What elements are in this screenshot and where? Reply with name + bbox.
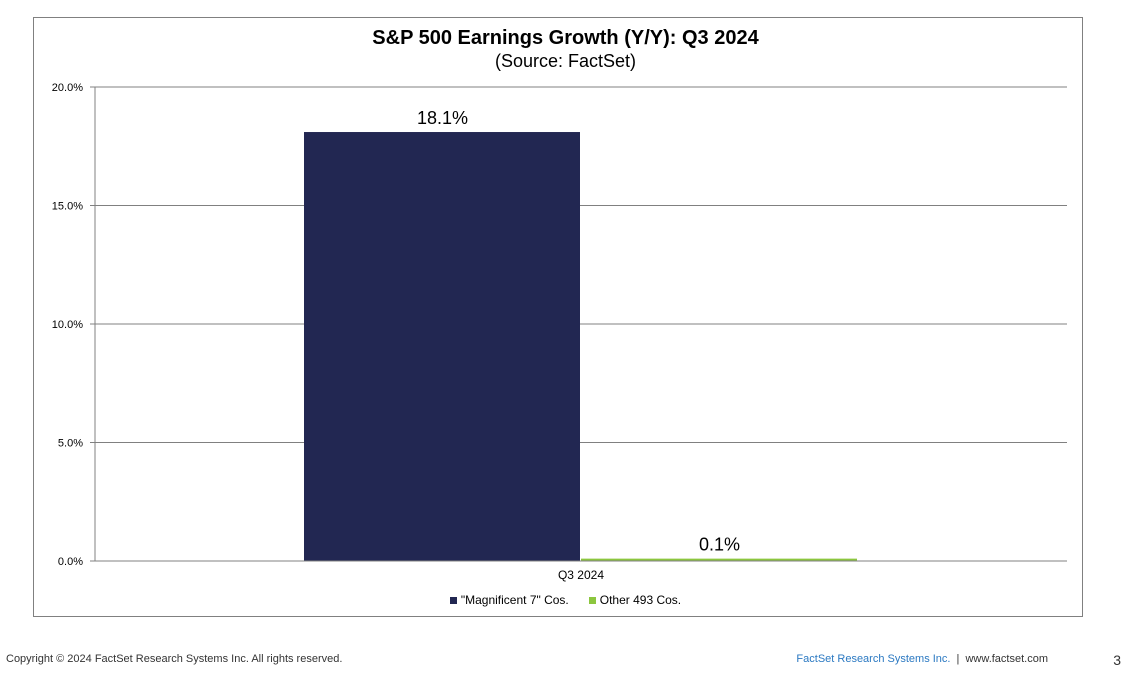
- legend-item-other-493: Other 493 Cos.: [588, 593, 682, 607]
- legend-swatch-magnificent-7: [449, 596, 457, 604]
- legend-swatch-other-493: [588, 596, 596, 604]
- chart-legend: "Magnificent 7" Cos. Other 493 Cos.: [0, 593, 1131, 607]
- y-tick-label: 5.0%: [58, 438, 83, 450]
- legend-item-magnificent-7: "Magnificent 7" Cos.: [449, 593, 569, 607]
- website-link[interactable]: www.factset.com: [965, 653, 1048, 665]
- footer-separator: |: [956, 653, 960, 665]
- footer-links: FactSet Research Systems Inc. | www.fact…: [796, 653, 1048, 665]
- company-link[interactable]: FactSet Research Systems Inc.: [796, 653, 951, 665]
- page-number: 3: [1113, 652, 1121, 668]
- y-tick-label: 0.0%: [58, 556, 83, 568]
- chart-title: S&P 500 Earnings Growth (Y/Y): Q3 2024: [372, 27, 759, 49]
- y-tick-label: 20.0%: [52, 82, 83, 94]
- chart-frame: [33, 17, 1083, 617]
- x-tick-label: Q3 2024: [558, 568, 604, 582]
- bar: [304, 132, 580, 561]
- chart-subtitle: (Source: FactSet): [494, 51, 637, 71]
- legend-label-other-493: Other 493 Cos.: [599, 593, 682, 607]
- legend-label-magnificent-7: "Magnificent 7" Cos.: [460, 593, 569, 607]
- bar: [581, 558, 857, 561]
- y-tick-label: 10.0%: [52, 319, 83, 331]
- y-tick-label: 15.0%: [52, 201, 83, 213]
- data-label: 0.1%: [699, 535, 740, 555]
- data-label: 18.1%: [417, 108, 468, 128]
- footer-copyright: Copyright © 2024 FactSet Research System…: [6, 653, 343, 665]
